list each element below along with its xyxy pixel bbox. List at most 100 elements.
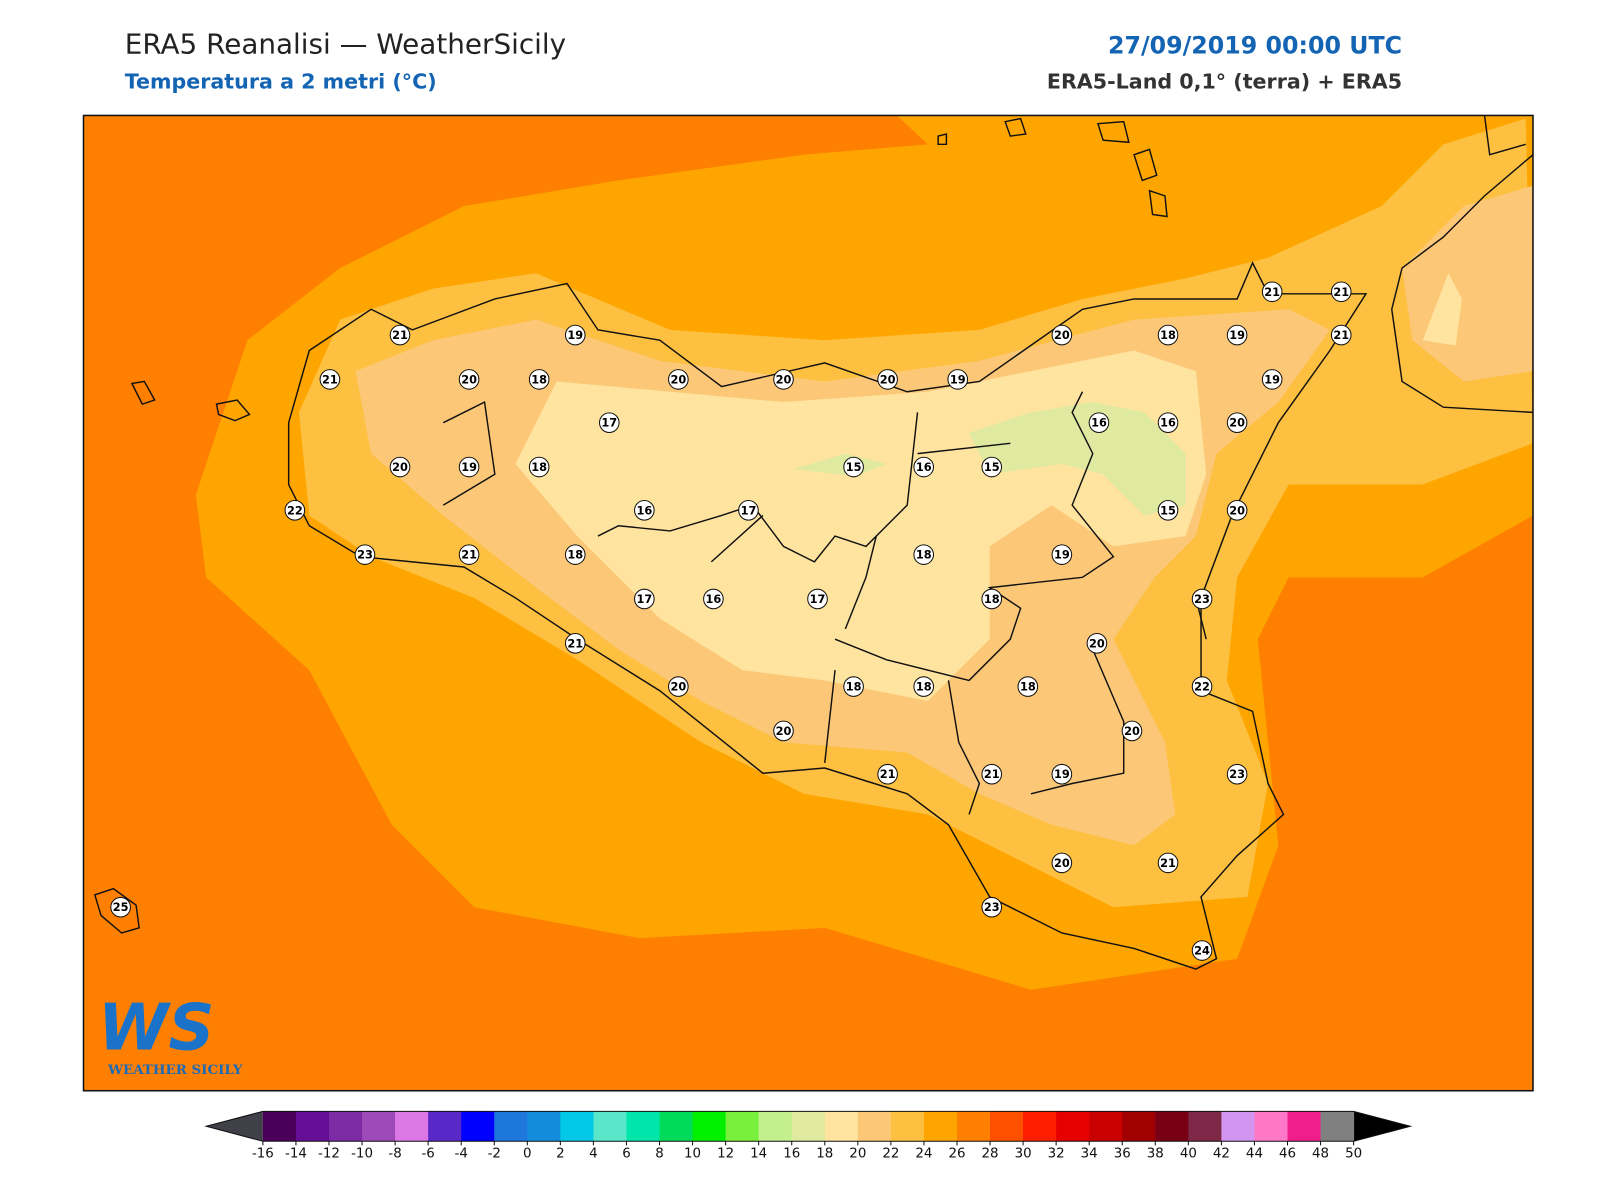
station-value: 21 bbox=[1264, 285, 1280, 299]
station-value: 21 bbox=[392, 328, 408, 342]
station-value: 21 bbox=[984, 767, 1000, 781]
station-value: 20 bbox=[776, 724, 792, 738]
colorbar-tick-label: 30 bbox=[1015, 1147, 1032, 1162]
map: 21 19 21 20 18 20 20 20 19 20 18 19 21 21 21 19 17 16 16 20… bbox=[83, 115, 1533, 1091]
station-marker bbox=[877, 763, 898, 785]
station-value: 16 bbox=[706, 592, 722, 606]
colorbar-tick-label: 0 bbox=[523, 1147, 532, 1162]
colorbar-segment bbox=[1122, 1111, 1156, 1142]
colorbar-tick-label: -16 bbox=[252, 1147, 274, 1162]
station-marker bbox=[981, 896, 1003, 918]
station-marker bbox=[458, 544, 480, 565]
station-marker bbox=[564, 632, 586, 654]
station-marker bbox=[458, 456, 480, 478]
colorbar-segment bbox=[461, 1111, 495, 1142]
station-marker bbox=[1261, 369, 1283, 390]
station-marker bbox=[1330, 281, 1352, 303]
colorbar-tick-label: 6 bbox=[622, 1147, 631, 1162]
station-marker bbox=[1051, 763, 1073, 785]
station-marker bbox=[634, 588, 655, 610]
colorbar-tick-label: -6 bbox=[421, 1147, 434, 1162]
station-value: 20 bbox=[1229, 503, 1245, 517]
station-marker bbox=[877, 369, 898, 390]
colorbar-segment bbox=[395, 1111, 429, 1142]
station-marker bbox=[1157, 412, 1179, 433]
colorbar-segment bbox=[1287, 1111, 1322, 1142]
colorbar-tick-label: 44 bbox=[1246, 1147, 1263, 1162]
colorbar-tick-label: 10 bbox=[684, 1147, 701, 1162]
station-value: 17 bbox=[601, 416, 617, 430]
station-value: 16 bbox=[1160, 416, 1176, 430]
colorbar-tick-label: -4 bbox=[455, 1147, 468, 1162]
station-marker bbox=[1157, 324, 1179, 346]
subtitle: Temperatura a 2 metri (°C) bbox=[125, 70, 437, 94]
station-marker bbox=[1191, 676, 1213, 697]
colorbar-tick-label: 8 bbox=[655, 1147, 664, 1162]
station-marker bbox=[981, 588, 1003, 610]
station-value: 19 bbox=[1054, 767, 1070, 781]
colorbar-tick-label: 26 bbox=[948, 1147, 965, 1162]
colorbar-segment bbox=[725, 1111, 760, 1142]
station-marker bbox=[110, 896, 131, 918]
station-marker bbox=[843, 456, 864, 478]
logo: WS WEATHER SICILY bbox=[98, 991, 243, 1078]
station-value: 16 bbox=[1091, 416, 1107, 430]
colorbar-under bbox=[206, 1111, 263, 1142]
station-marker bbox=[981, 763, 1003, 785]
colorbar-segment bbox=[791, 1111, 826, 1142]
station-marker bbox=[564, 324, 586, 346]
station-value: 23 bbox=[1194, 592, 1210, 606]
station-marker bbox=[354, 544, 376, 565]
station-marker bbox=[843, 676, 864, 697]
contour-16 bbox=[1422, 273, 1462, 346]
colorbar-segment bbox=[527, 1111, 561, 1142]
station-value: 19 bbox=[567, 328, 583, 342]
colorbar-tick-label: 42 bbox=[1213, 1147, 1230, 1162]
station-marker bbox=[564, 544, 586, 565]
station-value: 17 bbox=[741, 503, 757, 517]
station-value: 22 bbox=[1194, 680, 1210, 694]
colorbar-segment bbox=[692, 1111, 727, 1142]
station-value: 21 bbox=[1333, 328, 1349, 342]
coastline bbox=[287, 261, 1368, 970]
station-marker bbox=[1157, 499, 1179, 521]
colorbar-segment bbox=[328, 1111, 363, 1142]
colorbar-tick-label: 4 bbox=[589, 1147, 598, 1162]
colorbar-segment bbox=[1056, 1111, 1090, 1142]
colorbar-outline bbox=[204, 1110, 1413, 1142]
station-marker bbox=[1226, 324, 1248, 346]
colorbar-tick-label: -12 bbox=[318, 1147, 340, 1162]
station-marker bbox=[1191, 588, 1213, 610]
colorbar-segment bbox=[659, 1111, 694, 1142]
islands bbox=[93, 117, 1168, 934]
station-value: 18 bbox=[1160, 328, 1176, 342]
station-value: 20 bbox=[1229, 416, 1245, 430]
station-value: 23 bbox=[984, 900, 1000, 914]
colorbar: -16 -14 -12 -10 -8 -6 -4 -2 0 2 4 6 8 10 12 14 16 18 20 22 2… bbox=[204, 1110, 1413, 1162]
colorbar-tick-label: 32 bbox=[1048, 1147, 1065, 1162]
station-value: 25 bbox=[113, 900, 129, 914]
colorbar-segment bbox=[1023, 1111, 1057, 1142]
colorbar-segment bbox=[990, 1111, 1024, 1142]
colorbar-tick-label: 28 bbox=[982, 1147, 999, 1162]
station-value: 21 bbox=[1160, 856, 1176, 870]
station-marker bbox=[981, 456, 1003, 478]
station-value: 19 bbox=[461, 460, 477, 474]
station-value: 18 bbox=[984, 592, 1000, 606]
colorbar-segment bbox=[560, 1111, 594, 1142]
colorbar-segment bbox=[295, 1111, 330, 1142]
colorbar-segment bbox=[626, 1111, 661, 1142]
station-marker bbox=[1157, 852, 1179, 874]
station-marker bbox=[1086, 632, 1108, 654]
station-value: 21 bbox=[567, 636, 583, 650]
station-marker bbox=[389, 324, 411, 346]
colorbar-tick-label: 48 bbox=[1312, 1147, 1329, 1162]
station-value: 20 bbox=[1089, 636, 1105, 650]
station-value: 18 bbox=[1020, 680, 1036, 694]
station-value: 19 bbox=[1229, 328, 1245, 342]
colorbar-tick-label: 50 bbox=[1345, 1147, 1362, 1162]
colorbar-segment bbox=[1221, 1111, 1255, 1142]
colorbar-tick-label: 36 bbox=[1114, 1147, 1131, 1162]
station-value: 18 bbox=[846, 680, 862, 694]
colorbar-segment bbox=[1188, 1111, 1222, 1142]
